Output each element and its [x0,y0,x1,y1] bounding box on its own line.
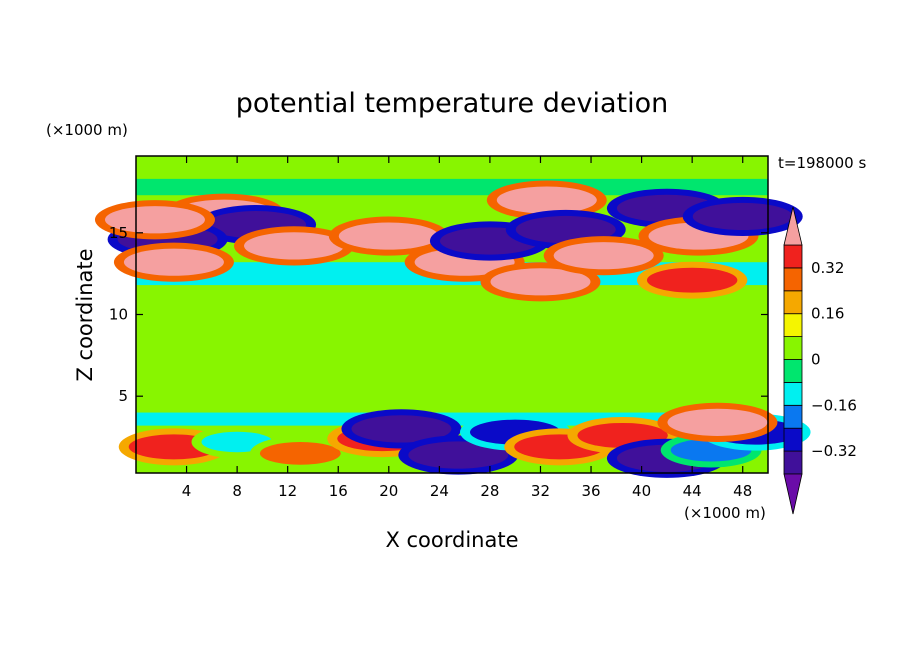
contour-blob-22 [408,441,509,469]
colorbar-segment [783,359,803,383]
colorbar-segment [783,336,803,360]
contour-blob-16 [692,202,793,231]
y-tick-label: 5 [118,387,128,405]
colorbar-segment [783,244,803,269]
x-tick-label: 28 [480,482,499,500]
colorbar-segment [783,290,803,315]
contour-blob-10 [496,186,597,214]
colorbar-segment [783,313,803,338]
colorbar-segment [783,427,803,452]
colorbar-segment [783,450,803,475]
colorbar-min-arrow [783,473,803,515]
contour-blob-5 [244,232,344,260]
contour-blob-19 [259,442,341,465]
x-tick-label: 12 [278,482,297,500]
x-tick-label: 8 [232,482,242,500]
y-unit-label: (×1000 m) [46,121,128,139]
x-tick-label: 40 [632,482,651,500]
contour-blob-21 [351,415,452,443]
contour-blob-4 [123,248,224,276]
contour-band-1 [136,178,768,196]
x-tick-label: 32 [531,482,550,500]
contour-blob-15 [646,267,738,293]
colorbar-max-arrow [783,206,803,246]
x-tick-label: 48 [733,482,752,500]
colorbar-segment [783,381,803,406]
colorbar-tick-label: 0 [811,351,821,369]
x-axis-title: X coordinate [385,528,518,552]
colorbar-segment [783,404,803,429]
contour-blob-29 [667,408,768,436]
x-unit-label: (×1000 m) [684,504,766,522]
x-tick-label: 36 [581,482,600,500]
x-tick-label: 4 [182,482,192,500]
time-label: t=198000 s [778,154,866,172]
contour-field [94,156,811,478]
colorbar-tick-label: −0.32 [811,442,857,460]
contour-blob-6 [338,222,439,250]
colorbar-segment [783,267,803,292]
x-tick-label: 44 [683,482,702,500]
contour-blob-11 [515,215,616,244]
x-axis: 4 8 12 16 20 24 28 32 36 40 44 48 [182,156,752,500]
colorbar-tick-label: 0.32 [811,259,844,277]
colorbar: 0.32 0.16 0 −0.16 −0.32 [783,206,857,515]
y-tick-label: 15 [109,224,128,242]
chart-title: potential temperature deviation [236,88,668,119]
y-axis-title: Z coordinate [73,248,97,381]
contour-blob-12 [553,242,654,270]
colorbar-tick-label: 0.16 [811,305,844,323]
colorbar-tick-label: −0.16 [811,396,857,414]
x-tick-label: 24 [430,482,449,500]
contour-blob-9 [490,268,591,296]
x-tick-label: 20 [379,482,398,500]
contour-blob-3 [104,206,205,234]
y-tick-label: 10 [109,306,128,324]
y-axis: 5 10 15 [109,224,768,405]
x-tick-label: 16 [329,482,348,500]
